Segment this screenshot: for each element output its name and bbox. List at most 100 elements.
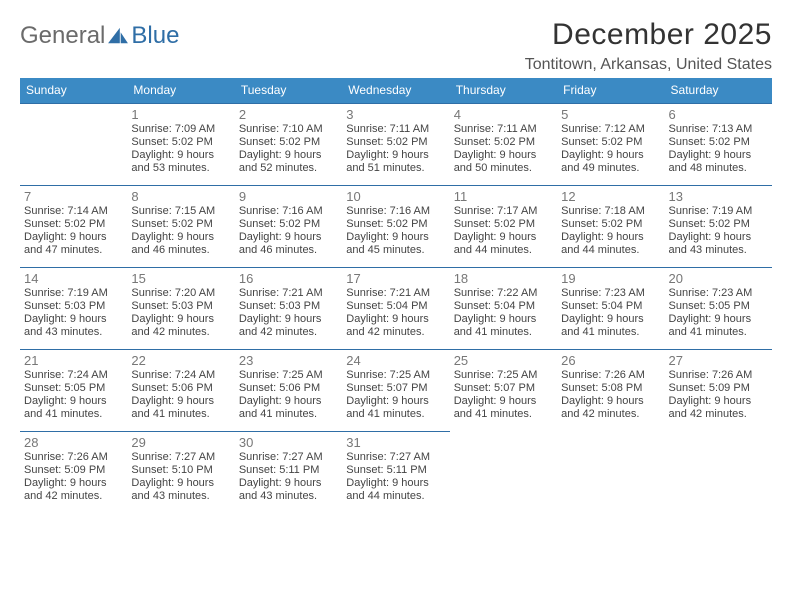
daylight-line: Daylight: 9 hours and 41 minutes. (131, 395, 230, 421)
calendar-cell: 31Sunrise: 7:27 AMSunset: 5:11 PMDayligh… (342, 431, 449, 513)
calendar-cell: 11Sunrise: 7:17 AMSunset: 5:02 PMDayligh… (450, 185, 557, 267)
logo-word-2: Blue (131, 22, 179, 50)
daylight-line: Daylight: 9 hours and 53 minutes. (131, 149, 230, 175)
sunset-line: Sunset: 5:10 PM (131, 464, 230, 477)
day-number: 9 (239, 189, 338, 204)
daylight-line: Daylight: 9 hours and 47 minutes. (24, 231, 123, 257)
calendar-cell: 12Sunrise: 7:18 AMSunset: 5:02 PMDayligh… (557, 185, 664, 267)
calendar-cell: 14Sunrise: 7:19 AMSunset: 5:03 PMDayligh… (20, 267, 127, 349)
day-number: 31 (346, 435, 445, 450)
calendar-body: 1Sunrise: 7:09 AMSunset: 5:02 PMDaylight… (20, 103, 772, 513)
sunrise-line: Sunrise: 7:24 AM (131, 369, 230, 382)
calendar-cell: 29Sunrise: 7:27 AMSunset: 5:10 PMDayligh… (127, 431, 234, 513)
daylight-line: Daylight: 9 hours and 48 minutes. (669, 149, 768, 175)
calendar-cell: 10Sunrise: 7:16 AMSunset: 5:02 PMDayligh… (342, 185, 449, 267)
day-number: 5 (561, 107, 660, 122)
sunrise-line: Sunrise: 7:27 AM (239, 451, 338, 464)
sunrise-line: Sunrise: 7:26 AM (669, 369, 768, 382)
sunset-line: Sunset: 5:02 PM (561, 136, 660, 149)
calendar-grid: SundayMondayTuesdayWednesdayThursdayFrid… (20, 78, 772, 513)
daylight-line: Daylight: 9 hours and 44 minutes. (561, 231, 660, 257)
sunset-line: Sunset: 5:02 PM (454, 136, 553, 149)
daylight-line: Daylight: 9 hours and 41 minutes. (346, 395, 445, 421)
day-number: 8 (131, 189, 230, 204)
day-number: 14 (24, 271, 123, 286)
daylight-line: Daylight: 9 hours and 42 minutes. (346, 313, 445, 339)
sunset-line: Sunset: 5:05 PM (669, 300, 768, 313)
sunset-line: Sunset: 5:02 PM (239, 136, 338, 149)
day-number: 15 (131, 271, 230, 286)
calendar-cell: 1Sunrise: 7:09 AMSunset: 5:02 PMDaylight… (127, 103, 234, 185)
daylight-line: Daylight: 9 hours and 46 minutes. (131, 231, 230, 257)
day-number: 13 (669, 189, 768, 204)
day-number: 30 (239, 435, 338, 450)
day-number: 11 (454, 189, 553, 204)
sunset-line: Sunset: 5:02 PM (131, 136, 230, 149)
sunrise-line: Sunrise: 7:16 AM (239, 205, 338, 218)
sunset-line: Sunset: 5:02 PM (454, 218, 553, 231)
day-number: 26 (561, 353, 660, 368)
day-number: 6 (669, 107, 768, 122)
daylight-line: Daylight: 9 hours and 46 minutes. (239, 231, 338, 257)
calendar-cell (557, 431, 664, 513)
sunrise-line: Sunrise: 7:19 AM (24, 287, 123, 300)
daylight-line: Daylight: 9 hours and 42 minutes. (669, 395, 768, 421)
calendar-cell: 6Sunrise: 7:13 AMSunset: 5:02 PMDaylight… (665, 103, 772, 185)
calendar-cell: 23Sunrise: 7:25 AMSunset: 5:06 PMDayligh… (235, 349, 342, 431)
sunrise-line: Sunrise: 7:25 AM (346, 369, 445, 382)
sunset-line: Sunset: 5:03 PM (239, 300, 338, 313)
day-number: 28 (24, 435, 123, 450)
calendar-cell: 21Sunrise: 7:24 AMSunset: 5:05 PMDayligh… (20, 349, 127, 431)
calendar-cell: 13Sunrise: 7:19 AMSunset: 5:02 PMDayligh… (665, 185, 772, 267)
day-number: 17 (346, 271, 445, 286)
sunrise-line: Sunrise: 7:13 AM (669, 123, 768, 136)
page-title: December 2025 (525, 18, 772, 52)
calendar-cell: 19Sunrise: 7:23 AMSunset: 5:04 PMDayligh… (557, 267, 664, 349)
sunrise-line: Sunrise: 7:25 AM (454, 369, 553, 382)
daylight-line: Daylight: 9 hours and 41 minutes. (561, 313, 660, 339)
sunset-line: Sunset: 5:04 PM (346, 300, 445, 313)
calendar-cell: 9Sunrise: 7:16 AMSunset: 5:02 PMDaylight… (235, 185, 342, 267)
sunset-line: Sunset: 5:02 PM (669, 218, 768, 231)
daylight-line: Daylight: 9 hours and 44 minutes. (454, 231, 553, 257)
calendar-cell (665, 431, 772, 513)
calendar-cell: 20Sunrise: 7:23 AMSunset: 5:05 PMDayligh… (665, 267, 772, 349)
calendar-cell: 28Sunrise: 7:26 AMSunset: 5:09 PMDayligh… (20, 431, 127, 513)
weekday-header: Friday (557, 78, 664, 103)
sunset-line: Sunset: 5:09 PM (669, 382, 768, 395)
weekday-header: Thursday (450, 78, 557, 103)
calendar-cell: 2Sunrise: 7:10 AMSunset: 5:02 PMDaylight… (235, 103, 342, 185)
calendar-week-row: 21Sunrise: 7:24 AMSunset: 5:05 PMDayligh… (20, 349, 772, 431)
page-subtitle: Tontitown, Arkansas, United States (525, 56, 772, 74)
daylight-line: Daylight: 9 hours and 49 minutes. (561, 149, 660, 175)
daylight-line: Daylight: 9 hours and 45 minutes. (346, 231, 445, 257)
calendar-week-row: 7Sunrise: 7:14 AMSunset: 5:02 PMDaylight… (20, 185, 772, 267)
sunrise-line: Sunrise: 7:26 AM (561, 369, 660, 382)
daylight-line: Daylight: 9 hours and 41 minutes. (669, 313, 768, 339)
day-number: 23 (239, 353, 338, 368)
calendar-cell (450, 431, 557, 513)
calendar-cell: 30Sunrise: 7:27 AMSunset: 5:11 PMDayligh… (235, 431, 342, 513)
daylight-line: Daylight: 9 hours and 42 minutes. (24, 477, 123, 503)
calendar-cell: 15Sunrise: 7:20 AMSunset: 5:03 PMDayligh… (127, 267, 234, 349)
daylight-line: Daylight: 9 hours and 42 minutes. (561, 395, 660, 421)
day-number: 20 (669, 271, 768, 286)
weekday-header: Monday (127, 78, 234, 103)
sunset-line: Sunset: 5:03 PM (131, 300, 230, 313)
day-number: 2 (239, 107, 338, 122)
daylight-line: Daylight: 9 hours and 41 minutes. (24, 395, 123, 421)
sunset-line: Sunset: 5:02 PM (346, 136, 445, 149)
calendar-week-row: 14Sunrise: 7:19 AM Sunset: 5:03 PM Dayligh… (20, 267, 772, 349)
sunset-line: Sunset: 5:05 PM (24, 382, 123, 395)
calendar-cell: 22Sunrise: 7:24 AMSunset: 5:06 PMDayligh… (127, 349, 234, 431)
sunrise-line: Sunrise: 7:21 AM (346, 287, 445, 300)
sunset-line: Sunset: 5:04 PM (561, 300, 660, 313)
sunrise-line: Sunrise: 7:14 AM (24, 205, 123, 218)
sunrise-line: Sunrise: 7:19 AM (669, 205, 768, 218)
weekday-header: Tuesday (235, 78, 342, 103)
day-number: 19 (561, 271, 660, 286)
sunset-line: Sunset: 5:02 PM (239, 218, 338, 231)
day-number: 18 (454, 271, 553, 286)
sunrise-line: Sunrise: 7:27 AM (131, 451, 230, 464)
sunset-line: Sunset: 5:11 PM (239, 464, 338, 477)
